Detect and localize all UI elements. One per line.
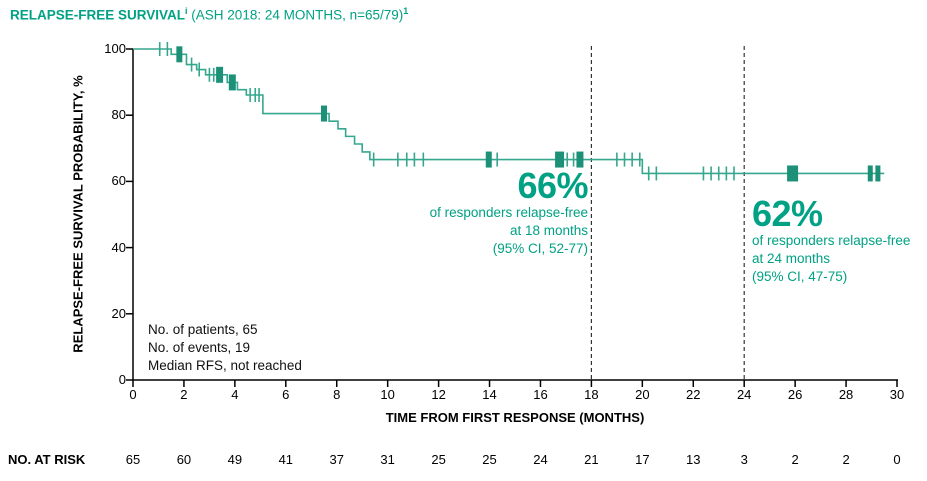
censor-tick-bold xyxy=(555,151,565,168)
at-risk-value-8m: 37 xyxy=(329,452,344,467)
x-tick-label-2: 2 xyxy=(180,387,188,402)
x-tick-label-0: 0 xyxy=(129,387,137,402)
at-risk-value-12m: 25 xyxy=(431,452,446,467)
censor-tick-bold xyxy=(228,74,236,91)
censor-tick-bold xyxy=(875,165,881,182)
summary-stats-block: No. of patients, 65 No. of events, 19 Me… xyxy=(148,321,302,376)
x-tick-label-16: 16 xyxy=(533,387,548,402)
stat-n-patients: No. of patients, 65 xyxy=(148,322,258,337)
km-survival-curve xyxy=(133,48,885,175)
x-tick-label-28: 28 xyxy=(838,387,854,402)
at-risk-value-10m: 31 xyxy=(380,452,395,467)
at-risk-value-26m: 2 xyxy=(791,452,799,467)
x-tick-label-30: 30 xyxy=(889,387,905,402)
y-axis-label: RELAPSE-FREE SURVIVAL PROBABILITY, % xyxy=(70,75,86,353)
figure-title-footnote-marker: i xyxy=(185,6,188,16)
at-risk-value-4m: 49 xyxy=(227,452,243,467)
x-tick-label-4: 4 xyxy=(231,387,239,402)
y-tick-label-80: 80 xyxy=(111,107,126,123)
x-tick-label-18: 18 xyxy=(584,387,599,402)
x-tick-label-6: 6 xyxy=(282,387,290,402)
x-tick-label-20: 20 xyxy=(635,387,650,402)
callout-18-months: 66% of responders relapse-free at 18 mon… xyxy=(429,165,589,257)
at-risk-value-30m: 0 xyxy=(893,452,901,467)
x-tick-label-8: 8 xyxy=(333,387,341,402)
x-tick-label-14: 14 xyxy=(482,387,497,402)
callout-24-line3: (95% CI, 47-75) xyxy=(752,268,848,284)
at-risk-value-22m: 13 xyxy=(686,452,701,467)
at-risk-value-6m: 41 xyxy=(278,452,294,467)
y-tick-label-100: 100 xyxy=(104,41,126,56)
callout-18-line2: at 18 months xyxy=(509,222,588,238)
callout-18-percentage: 66% xyxy=(517,165,588,206)
callout-18-line3: (95% CI, 52-77) xyxy=(492,240,588,256)
at-risk-value-2m: 60 xyxy=(176,452,192,467)
no-at-risk-label: NO. AT RISK xyxy=(8,452,86,467)
censor-tick-bold xyxy=(576,151,584,168)
callout-18-line1: of responders relapse-free xyxy=(429,205,588,220)
at-risk-value-24m: 3 xyxy=(740,452,748,467)
at-risk-value-18m: 21 xyxy=(584,452,599,467)
stat-n-events: No. of events, 19 xyxy=(148,340,251,356)
y-tick-label-40: 40 xyxy=(111,239,126,255)
x-tick-label-26: 26 xyxy=(787,387,803,402)
censor-tick-bold xyxy=(867,165,873,182)
figure-title-suffix: (ASH 2018: 24 MONTHS, n=65/79) xyxy=(187,7,404,23)
censor-tick-bold xyxy=(485,151,492,168)
callout-24-months: 62% of responders relapse-free at 24 mon… xyxy=(752,196,910,285)
y-tick-label-0: 0 xyxy=(118,372,126,387)
callout-24-line1: of responders relapse-free xyxy=(752,233,911,248)
censor-tick-bold xyxy=(321,105,327,122)
at-risk-value-28m: 2 xyxy=(842,452,850,467)
at-risk-value-14m: 25 xyxy=(482,452,497,467)
y-tick-label-20: 20 xyxy=(111,305,126,321)
figure-title-main: RELAPSE-FREE SURVIVAL xyxy=(10,7,186,23)
figure-title-footnote-marker-2: 1 xyxy=(403,6,409,16)
x-tick-label-10: 10 xyxy=(380,387,395,402)
x-axis-label: TIME FROM FIRST RESPONSE (MONTHS) xyxy=(385,410,645,425)
figure-title: RELAPSE-FREE SURVIVALi (ASH 2018: 24 MON… xyxy=(10,6,408,23)
x-tick-label-12: 12 xyxy=(431,387,446,402)
stat-median-rfs: Median RFS, not reached xyxy=(148,358,302,374)
censor-tick-bold xyxy=(216,66,224,83)
callout-24-line2: at 24 months xyxy=(752,250,831,266)
censor-tick-bold xyxy=(176,46,183,63)
censor-tick-bold xyxy=(787,165,799,182)
x-tick-label-24: 24 xyxy=(736,387,752,402)
callout-24-percentage: 62% xyxy=(752,193,823,234)
at-risk-value-16m: 24 xyxy=(533,452,548,467)
x-tick-label-22: 22 xyxy=(686,387,701,402)
y-tick-label-60: 60 xyxy=(111,173,126,189)
at-risk-value-20m: 17 xyxy=(635,452,650,467)
at-risk-value-0m: 65 xyxy=(125,452,141,467)
